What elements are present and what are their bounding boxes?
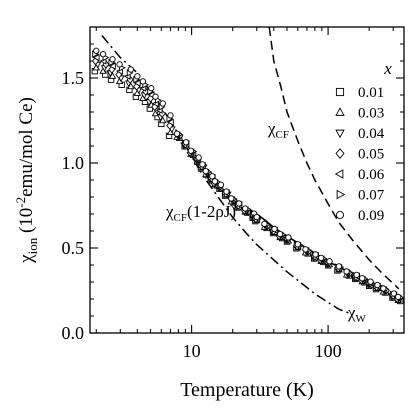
data-point-circle	[152, 93, 159, 100]
legend-marker-triangle-down	[335, 129, 345, 139]
curve-label-rest: (1-2ρJ)	[187, 202, 236, 221]
data-point-triangle-left	[92, 53, 100, 62]
y-tick-labels: 0.0 0.5 1.0 1.5	[62, 68, 85, 343]
model-curves	[101, 26, 400, 315]
plot-frame-group	[89, 26, 405, 334]
legend-marker-diamond	[335, 148, 345, 159]
legend-entry-label: 0.04	[358, 126, 385, 142]
x-tick-label: 10	[183, 341, 201, 361]
data-point-circle	[235, 200, 243, 207]
y-axis-label-unit: emu/mol Ce)	[16, 97, 37, 197]
data-point-circle	[261, 220, 268, 228]
data-point-circle	[99, 51, 107, 58]
data-point-circle	[312, 251, 319, 258]
y-axis-label-rest: (10	[16, 208, 37, 238]
data-point-circle	[353, 271, 360, 279]
data-point-circle	[217, 181, 225, 188]
data-point-circle	[209, 173, 216, 180]
data-point-circle	[285, 234, 292, 241]
data-point-circle	[173, 130, 181, 137]
legend-marker-triangle-up	[335, 107, 345, 116]
plot-frame	[89, 26, 405, 334]
data-point-circle	[187, 147, 195, 154]
data-point-circle	[326, 258, 333, 265]
x-axis-label: Temperature (K)	[180, 379, 314, 401]
data-point-circle	[167, 112, 174, 119]
data-point-circle	[271, 225, 278, 233]
curve-label-sub: CF	[276, 129, 289, 141]
legend-entry-label: 0.05	[358, 147, 384, 163]
data-point-circle	[302, 246, 309, 253]
data-point-circle	[134, 73, 141, 80]
curve-label-main: χ	[267, 119, 276, 138]
data-point-circle	[223, 188, 230, 195]
curve-label: χW	[347, 303, 367, 325]
data-point-circle	[228, 195, 235, 202]
y-tick-label: 1.5	[62, 68, 85, 88]
data-point-triangle-left	[109, 62, 116, 70]
legend-marker-triangle-right	[336, 189, 346, 200]
legend-marker-triangle-left	[334, 169, 344, 179]
legend-entry-label: 0.01	[358, 85, 384, 101]
data-point-circle	[374, 281, 381, 289]
curve-label-sub: CF	[174, 212, 187, 224]
data-point-triangle-left	[167, 118, 174, 126]
data-point-circle	[109, 56, 116, 63]
data-point-triangle-left	[133, 79, 141, 87]
y-tick-label: 0.5	[62, 238, 85, 258]
data-point-circle	[127, 66, 134, 73]
legend-entry-label: 0.07	[358, 188, 385, 204]
data-point-circle	[359, 275, 366, 282]
data-point-circle	[380, 285, 387, 292]
data-point-circle	[335, 263, 343, 270]
y-axis-label-main: χ	[16, 254, 37, 264]
curve-label: χCF(1-2ρJ)	[165, 202, 236, 224]
y-tick-label: 1.0	[62, 153, 85, 173]
data-point-circle	[93, 47, 100, 54]
data-point-circle	[294, 241, 301, 248]
legend-entry-label: 0.09	[358, 208, 384, 224]
legend-title: x	[383, 59, 392, 78]
y-tick-label: 0.0	[62, 323, 85, 343]
data-point-circle	[159, 100, 166, 107]
curve-label-main: χ	[347, 303, 356, 322]
legend-entry-label: 0.03	[358, 106, 384, 122]
data-point-circle	[148, 85, 155, 92]
y-axis-label: χion (10-2emu/mol Ce)	[13, 97, 40, 264]
legend-marker-square	[335, 87, 345, 97]
legend: x 0.01 0.03 0.04 0.05 0.06 0.07 0.09	[334, 59, 392, 224]
y-axis-label-sup: -2	[13, 197, 28, 208]
curve-dashed	[268, 26, 400, 290]
data-point-circle	[116, 61, 123, 68]
data-point-circle	[199, 161, 206, 168]
x-tick-labels: 10 100	[183, 341, 342, 361]
y-axis-label-sub: ion	[25, 237, 40, 254]
curve-label-main: χ	[165, 202, 174, 221]
x-tick-label: 100	[315, 341, 342, 361]
data-point-circle	[182, 139, 190, 146]
data-point-circle	[367, 278, 374, 285]
data-point-circle	[202, 168, 209, 175]
data-point-circle	[317, 254, 325, 262]
legend-entry-label: 0.06	[358, 167, 385, 183]
data-points	[91, 47, 405, 305]
data-point-circle	[253, 213, 260, 221]
data-point-circle	[394, 293, 402, 301]
curve-label-sub: W	[356, 313, 367, 325]
data-point-circle	[139, 78, 147, 85]
data-point-circle	[276, 230, 284, 238]
curve-label: χCF	[267, 119, 289, 141]
axis-ticks	[90, 27, 404, 334]
data-point-circle	[390, 290, 398, 297]
data-point-circle	[242, 205, 249, 212]
data-point-circle	[211, 178, 219, 185]
data-point-circle	[343, 268, 350, 275]
data-point-circle	[195, 154, 202, 161]
legend-marker-circle	[335, 210, 345, 220]
